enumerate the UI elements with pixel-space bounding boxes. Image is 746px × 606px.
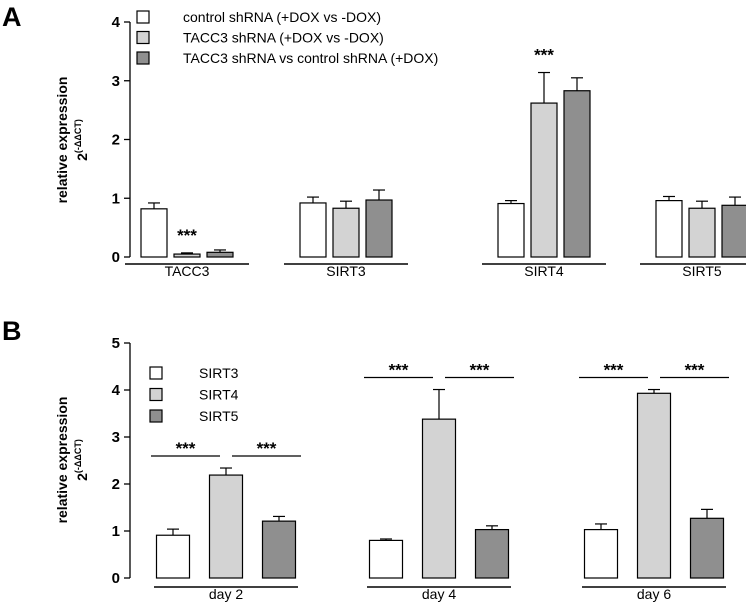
y-tick-label: 5 <box>112 335 120 352</box>
bar <box>721 204 746 258</box>
category-label: day 6 <box>637 586 671 602</box>
y-tick-label: 4 <box>112 382 121 399</box>
category-label: SIRT4 <box>524 263 564 279</box>
significance-stars: *** <box>176 439 196 458</box>
y-axis-formula: 2(-ΔΔCT) <box>73 119 90 161</box>
significance-stars: *** <box>177 226 197 245</box>
bar <box>636 392 672 579</box>
y-tick-label: 1 <box>112 523 120 540</box>
bar <box>474 528 510 579</box>
y-tick-label: 3 <box>112 73 120 90</box>
legend-swatch <box>136 10 150 24</box>
legend-label: SIRT4 <box>199 387 239 403</box>
bar <box>299 202 327 258</box>
bar <box>365 199 393 258</box>
legend-label: SIRT3 <box>199 365 239 381</box>
legend-swatch <box>136 30 150 45</box>
legend-swatch <box>136 51 150 65</box>
panel-a-letter: A <box>2 2 22 32</box>
bar <box>688 207 716 258</box>
y-tick-label: 2 <box>112 132 120 149</box>
y-axis-formula-base: 2 <box>74 473 90 481</box>
legend-swatch <box>149 409 163 423</box>
bar <box>563 90 591 258</box>
category-label: day 4 <box>422 586 456 602</box>
legend-label: control shRNA (+DOX vs -DOX) <box>183 9 381 25</box>
y-tick-label: 0 <box>112 249 120 266</box>
category-label: SIRT3 <box>326 263 366 279</box>
y-axis-formula-exponent: (-ΔΔCT) <box>73 439 83 473</box>
bar <box>421 418 457 579</box>
category-label: SIRT5 <box>682 263 722 279</box>
y-tick-label: 0 <box>112 570 120 587</box>
significance-stars: *** <box>685 361 705 380</box>
y-tick-label: 4 <box>112 14 121 31</box>
legend-swatch <box>149 387 163 402</box>
bar <box>208 474 244 579</box>
bar <box>261 520 297 579</box>
legend-label: TACC3 shRNA (+DOX vs -DOX) <box>183 30 384 46</box>
significance-stars: *** <box>389 361 409 380</box>
category-label: TACC3 <box>165 263 210 279</box>
bar <box>155 534 191 579</box>
significance-stars: *** <box>470 361 490 380</box>
bar <box>140 208 168 258</box>
legend-label: TACC3 shRNA vs control shRNA (+DOX) <box>183 50 438 66</box>
y-axis-label: relative expression <box>54 397 70 524</box>
y-axis-formula-exponent: (-ΔΔCT) <box>73 119 83 153</box>
bar <box>332 207 360 258</box>
bar <box>530 102 558 258</box>
y-tick-label: 2 <box>112 476 120 493</box>
bar <box>497 202 525 258</box>
y-axis-label: relative expression <box>54 77 70 204</box>
bar <box>173 253 201 258</box>
bar <box>368 539 404 579</box>
significance-stars: *** <box>257 439 277 458</box>
y-axis-formula-base: 2 <box>74 153 90 161</box>
bar <box>689 517 725 579</box>
bar <box>583 528 619 579</box>
bar <box>655 200 683 258</box>
significance-stars: *** <box>534 46 554 65</box>
significance-stars: *** <box>604 361 624 380</box>
y-axis-formula: 2(-ΔΔCT) <box>73 439 90 481</box>
y-tick-label: 3 <box>112 429 120 446</box>
bar <box>206 251 234 258</box>
legend-label: SIRT5 <box>199 408 239 424</box>
legend-swatch <box>149 366 163 380</box>
panel-b-letter: B <box>2 316 22 346</box>
category-label: day 2 <box>209 586 243 602</box>
y-tick-label: 1 <box>112 190 120 207</box>
